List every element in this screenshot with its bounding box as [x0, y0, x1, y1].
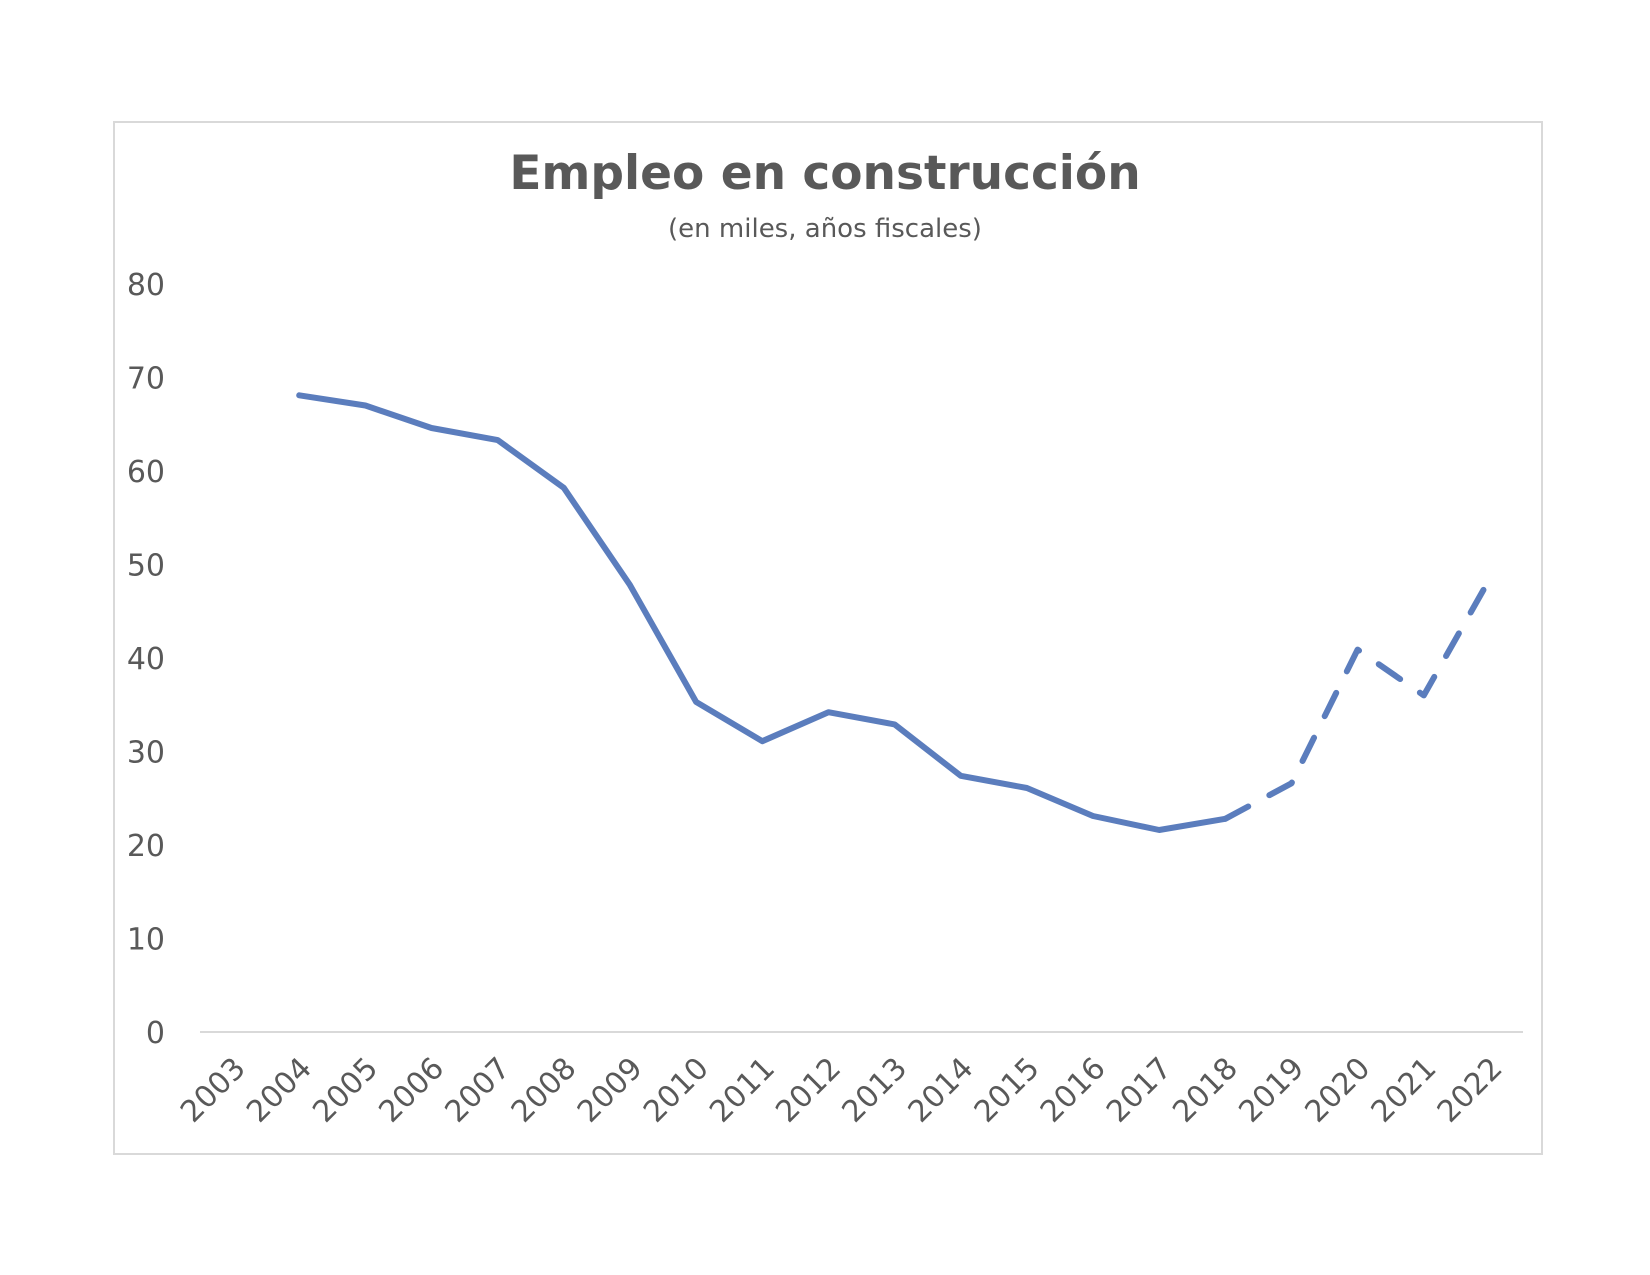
series-lines [296, 392, 1493, 833]
x-tick-label: 2016 [1034, 1051, 1113, 1130]
y-tick-label: 50 [127, 549, 165, 584]
y-axis-tick-labels: 0 10 20 30 40 50 60 70 80 [127, 268, 165, 1051]
chart-frame [113, 121, 1543, 1155]
x-axis-tick-labels: 2003200420052006200720082009201020112012… [174, 1051, 1510, 1130]
series-line-solid [296, 392, 1229, 833]
y-tick-label: 30 [127, 736, 165, 771]
x-tick-label: 2021 [1365, 1051, 1444, 1130]
y-tick-label: 0 [146, 1016, 165, 1051]
series-line-dashed [1222, 575, 1493, 822]
x-tick-label: 2017 [1100, 1051, 1179, 1130]
y-tick-label: 10 [127, 923, 165, 958]
x-tick-label: 2003 [174, 1051, 253, 1130]
x-tick-label: 2009 [571, 1051, 650, 1130]
x-tick-label: 2004 [240, 1051, 319, 1130]
x-tick-label: 2014 [902, 1051, 981, 1130]
y-tick-label: 70 [127, 362, 165, 397]
y-tick-label: 60 [127, 455, 165, 490]
x-tick-label: 2013 [835, 1051, 914, 1130]
y-tick-label: 20 [127, 829, 165, 864]
x-tick-label: 2018 [1166, 1051, 1245, 1130]
x-tick-label: 2007 [439, 1051, 518, 1130]
chart-subtitle: (en miles, años fiscales) [668, 214, 982, 244]
y-tick-label: 40 [127, 642, 165, 677]
x-tick-label: 2022 [1431, 1051, 1510, 1130]
x-tick-label: 2010 [637, 1051, 716, 1130]
x-tick-label: 2015 [968, 1051, 1047, 1130]
x-tick-label: 2005 [306, 1051, 385, 1130]
y-tick-label: 80 [127, 268, 165, 303]
x-tick-label: 2012 [769, 1051, 848, 1130]
x-tick-label: 2006 [372, 1051, 451, 1130]
x-tick-label: 2019 [1232, 1051, 1311, 1130]
x-tick-label: 2011 [703, 1051, 782, 1130]
x-tick-label: 2020 [1299, 1051, 1378, 1130]
chart-title: Empleo en construcción [509, 146, 1141, 201]
x-tick-label: 2008 [505, 1051, 584, 1130]
